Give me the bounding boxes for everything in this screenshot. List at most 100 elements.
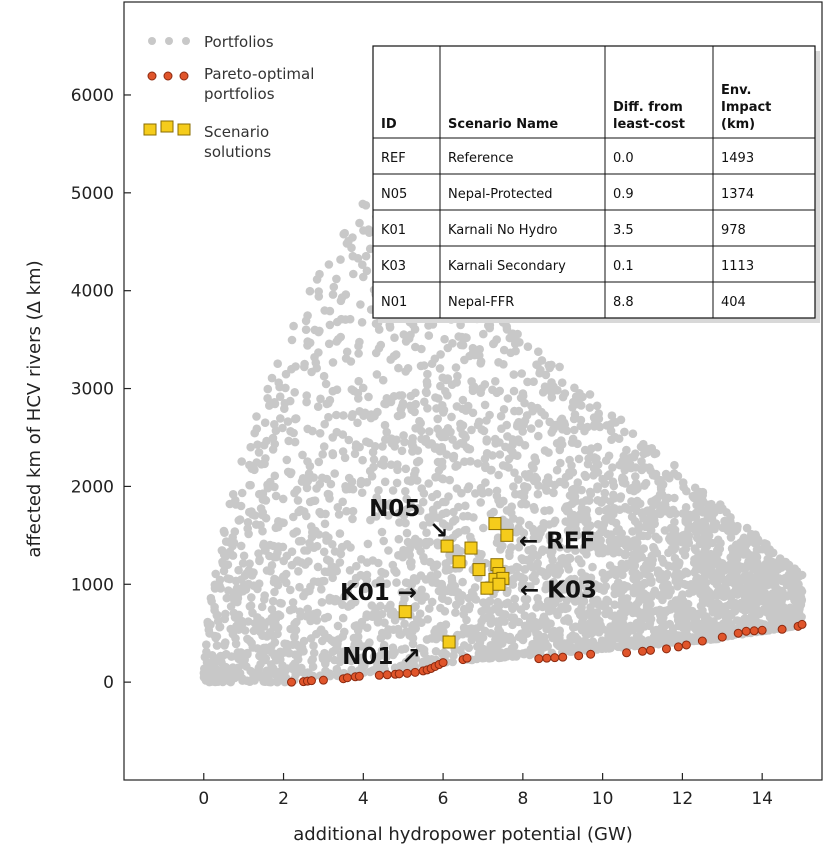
portfolio-point [544, 448, 553, 457]
portfolio-point [313, 402, 323, 412]
portfolio-point [476, 498, 486, 507]
portfolio-point [523, 377, 532, 387]
portfolio-point [308, 654, 318, 664]
portfolio-point [471, 595, 481, 604]
portfolio-point [688, 634, 697, 644]
portfolio-point [569, 414, 579, 424]
table-header-line: Env. [721, 83, 752, 98]
portfolio-point [707, 550, 717, 559]
portfolio-point [243, 518, 253, 527]
portfolio-point [263, 394, 272, 403]
portfolio-point [753, 558, 762, 568]
pareto-point [717, 632, 727, 642]
portfolio-point [536, 644, 545, 654]
portfolio-point [526, 424, 536, 433]
portfolio-point [527, 612, 537, 621]
portfolio-point [619, 600, 628, 609]
portfolio-point [487, 645, 497, 655]
portfolio-point [204, 625, 214, 635]
portfolio-point [388, 486, 398, 495]
portfolio-point [403, 476, 413, 485]
portfolio-point [315, 429, 325, 438]
portfolio-point [384, 546, 393, 555]
portfolio-point [790, 612, 799, 622]
portfolio-point [255, 620, 264, 630]
portfolio-point [468, 383, 478, 392]
table-cell: 8.8 [613, 295, 634, 310]
portfolio-point [681, 517, 690, 527]
portfolio-point [205, 663, 214, 672]
portfolio-point [302, 546, 312, 555]
portfolio-point [519, 420, 528, 430]
portfolio-point [515, 516, 524, 526]
portfolio-point [550, 480, 560, 490]
pareto-point [354, 671, 364, 681]
x-tick-label: 8 [517, 789, 528, 809]
portfolio-point [584, 622, 594, 632]
portfolio-point [546, 551, 556, 560]
pareto-point [462, 653, 472, 663]
portfolio-point [342, 347, 352, 357]
portfolio-point [316, 394, 325, 404]
portfolio-point [284, 648, 294, 658]
portfolio-point [546, 606, 556, 615]
portfolio-point [236, 501, 246, 511]
portfolio-point [532, 474, 542, 484]
portfolio-point [519, 482, 529, 491]
portfolio-point [538, 618, 548, 627]
annotation-k03: ← K03 [520, 577, 597, 603]
portfolio-point [291, 414, 300, 423]
portfolio-point [538, 602, 547, 612]
table-cell: Nepal-Protected [448, 187, 552, 202]
portfolio-point [389, 625, 398, 634]
legend-label-scenario-line1: Scenario [204, 123, 269, 141]
portfolio-point [517, 369, 526, 378]
portfolio-point [556, 458, 565, 468]
portfolio-point [695, 586, 704, 596]
scenario-point [398, 605, 412, 619]
pareto-point [306, 676, 316, 686]
portfolio-point [398, 552, 408, 562]
portfolio-point [237, 575, 246, 584]
portfolio-point [497, 424, 506, 434]
pareto-point [558, 652, 568, 662]
portfolio-point [534, 431, 543, 441]
portfolio-point [438, 373, 448, 383]
portfolio-point [734, 561, 744, 571]
portfolio-point [443, 343, 453, 353]
portfolio-point [522, 411, 532, 420]
portfolio-point [425, 518, 435, 527]
portfolio-point [243, 648, 252, 658]
portfolio-point [529, 377, 538, 387]
portfolio-point [788, 604, 798, 614]
portfolio-point [493, 533, 503, 542]
portfolio-point [271, 523, 281, 533]
portfolio-point [217, 658, 226, 667]
portfolio-point [511, 489, 520, 499]
pareto-series [287, 619, 807, 687]
portfolio-point [292, 485, 302, 495]
portfolio-point [378, 442, 387, 451]
portfolio-point [722, 626, 731, 635]
portfolio-point [255, 556, 264, 566]
pareto-point [697, 636, 707, 646]
portfolio-point [369, 455, 379, 464]
portfolio-point [274, 517, 283, 526]
portfolio-point [518, 580, 527, 589]
portfolio-point [505, 333, 515, 343]
portfolio-point [356, 300, 365, 309]
portfolio-point [405, 631, 414, 640]
portfolio-point [431, 473, 440, 482]
portfolio-point [367, 601, 377, 610]
portfolio-point [337, 293, 347, 302]
portfolio-point [378, 628, 387, 638]
portfolio-point [499, 345, 509, 355]
portfolio-point [481, 463, 490, 473]
portfolio-point [614, 434, 624, 444]
portfolio-point [400, 437, 409, 447]
portfolio-point [681, 567, 690, 577]
portfolio-point [438, 519, 448, 528]
portfolio-point [640, 463, 650, 472]
table-cell: K03 [381, 259, 406, 274]
